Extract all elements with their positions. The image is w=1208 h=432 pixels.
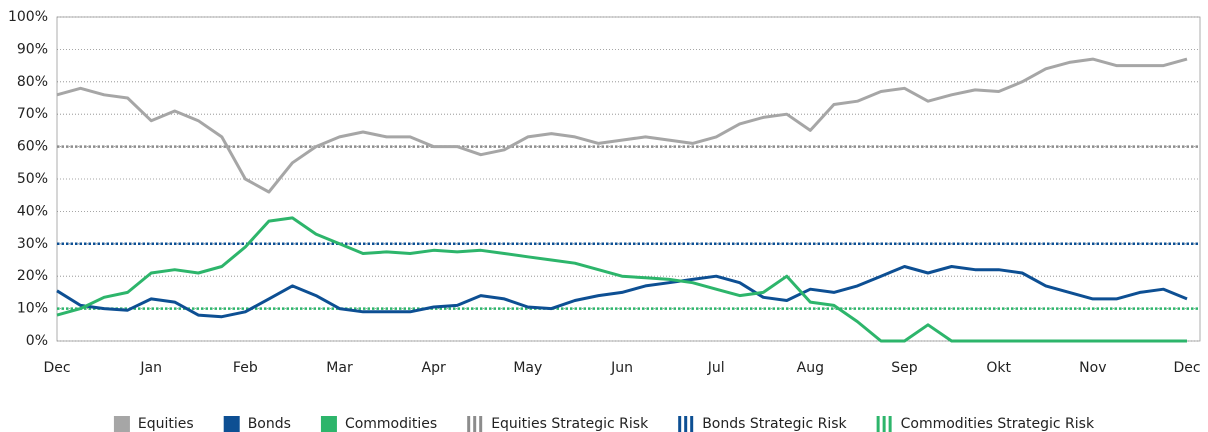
- x-tick-label: Feb: [233, 360, 258, 376]
- y-tick-label: 80%: [17, 74, 48, 90]
- legend: Equities Bonds Commodities Equities Strateg…: [113, 416, 1095, 432]
- y-tick-label: 100%: [8, 9, 48, 25]
- y-tick-label: 90%: [17, 41, 48, 57]
- series-line: [56, 216, 1187, 343]
- legend-label: Commodities Strategic Risk: [901, 416, 1095, 432]
- legend-swatch: [113, 416, 130, 432]
- legend-stripe: [678, 416, 682, 432]
- legend-stripe: [888, 416, 892, 432]
- x-tick-label: Jan: [139, 360, 162, 376]
- x-tick-label: May: [513, 360, 542, 376]
- x-tick-label: Apr: [422, 360, 446, 376]
- legend-swatch: [467, 416, 483, 432]
- x-tick-label: Okt: [986, 360, 1011, 376]
- series-line: [56, 265, 1188, 319]
- x-tick-label: Dec: [1173, 360, 1200, 376]
- legend-swatch: [678, 416, 694, 432]
- legend-swatch: [320, 416, 337, 432]
- x-tick-label: Dec: [43, 360, 70, 376]
- y-tick-label: 50%: [17, 171, 48, 187]
- y-tick-label: 60%: [17, 139, 48, 155]
- series-line: [56, 57, 1188, 194]
- x-tick-label: Jul: [707, 360, 725, 376]
- legend-label: Commodities: [345, 416, 437, 432]
- legend-stripe: [479, 416, 483, 432]
- x-tick-label: Aug: [797, 360, 824, 376]
- legend-label: Bonds Strategic Risk: [702, 416, 847, 432]
- legend-label: Bonds: [248, 416, 291, 432]
- legend-swatch: [223, 416, 240, 432]
- y-tick-label: 40%: [17, 203, 48, 219]
- legend-stripe: [467, 416, 471, 432]
- y-tick-label: 0%: [26, 333, 48, 349]
- y-tick-label: 20%: [17, 268, 48, 284]
- legend-stripe: [876, 416, 880, 432]
- legend-stripe: [684, 416, 688, 432]
- legend-stripe: [473, 416, 477, 432]
- x-tick-label: Nov: [1079, 360, 1106, 376]
- y-tick-label: 30%: [17, 236, 48, 252]
- y-tick-label: 70%: [17, 106, 48, 122]
- legend-stripe: [690, 416, 694, 432]
- x-tick-label: Jun: [610, 360, 633, 376]
- y-tick-label: 10%: [17, 301, 48, 317]
- legend-label: Equities Strategic Risk: [491, 416, 649, 432]
- x-tick-label: Sep: [891, 360, 918, 376]
- legend-swatch: [876, 416, 892, 432]
- legend-label: Equities: [138, 416, 194, 432]
- x-tick-label: Mar: [326, 360, 353, 376]
- legend-stripe: [882, 416, 886, 432]
